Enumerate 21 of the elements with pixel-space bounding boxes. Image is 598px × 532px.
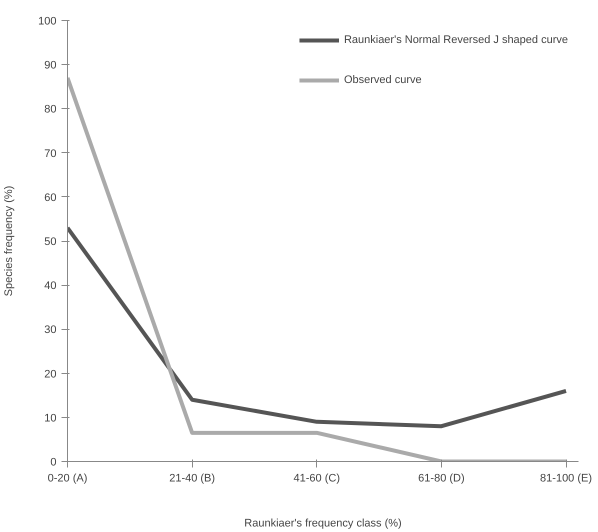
x-tick-label: 61-80 (D) <box>418 472 465 484</box>
x-tick-label: 41-60 (C) <box>294 472 340 484</box>
y-tick-label: 80 <box>44 104 57 116</box>
x-axis-title: Raunkiaer's frequency class (%) <box>244 518 402 530</box>
legend-label: Observed curve <box>344 74 422 86</box>
y-tick-label: 50 <box>44 236 57 248</box>
y-tick-label: 30 <box>44 324 57 336</box>
y-tick-label: 90 <box>44 60 57 72</box>
y-axis-title: Species frequency (%) <box>3 186 16 296</box>
x-tick-label: 81-100 (E) <box>540 472 592 484</box>
y-tick-label: 10 <box>44 412 57 424</box>
y-tick-label: 70 <box>44 148 57 160</box>
y-tick-label: 60 <box>44 192 57 204</box>
y-tick-label: 0 <box>50 456 57 468</box>
line-series <box>68 226 568 428</box>
y-tick-label: 40 <box>44 280 57 292</box>
y-tick-label: 20 <box>44 368 57 380</box>
x-tick-label: 0-20 (A) <box>48 472 88 484</box>
legend-label: Raunkiaer's Normal Reversed J shaped curve <box>344 34 568 46</box>
y-tick-label: 100 <box>38 16 57 28</box>
x-tick-label: 21-40 (B) <box>169 472 216 484</box>
